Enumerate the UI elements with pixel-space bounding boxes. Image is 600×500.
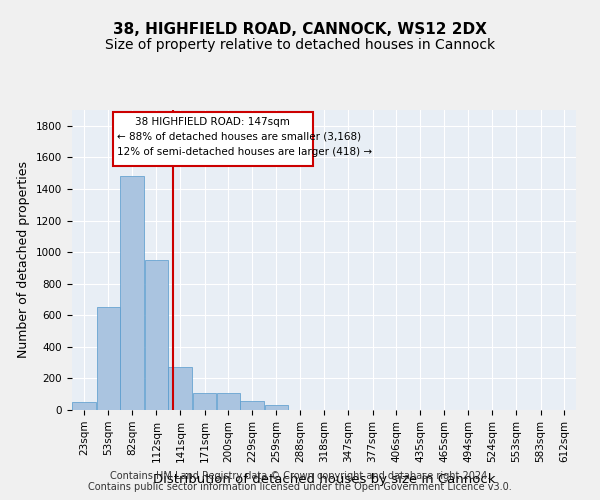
Text: Contains HM Land Registry data © Crown copyright and database right 2024.: Contains HM Land Registry data © Crown c…: [110, 471, 490, 481]
Bar: [72, 402, 96, 410]
Bar: [240, 400, 264, 410]
Y-axis label: Number of detached properties: Number of detached properties: [17, 162, 31, 358]
X-axis label: Distribution of detached houses by size in Cannock: Distribution of detached houses by size …: [153, 473, 495, 486]
Text: 38 HIGHFIELD ROAD: 147sqm: 38 HIGHFIELD ROAD: 147sqm: [135, 117, 290, 127]
Bar: [121, 176, 145, 410]
FancyBboxPatch shape: [113, 112, 313, 166]
Text: ← 88% of detached houses are smaller (3,168): ← 88% of detached houses are smaller (3,…: [117, 132, 361, 142]
Text: Contains public sector information licensed under the Open Government Licence v3: Contains public sector information licen…: [88, 482, 512, 492]
Bar: [193, 392, 216, 410]
Bar: [145, 260, 168, 410]
Bar: [97, 308, 120, 410]
Text: 12% of semi-detached houses are larger (418) →: 12% of semi-detached houses are larger (…: [117, 147, 372, 157]
Bar: [265, 406, 288, 410]
Text: Size of property relative to detached houses in Cannock: Size of property relative to detached ho…: [105, 38, 495, 52]
Bar: [169, 368, 193, 410]
Bar: [217, 392, 240, 410]
Text: 38, HIGHFIELD ROAD, CANNOCK, WS12 2DX: 38, HIGHFIELD ROAD, CANNOCK, WS12 2DX: [113, 22, 487, 38]
